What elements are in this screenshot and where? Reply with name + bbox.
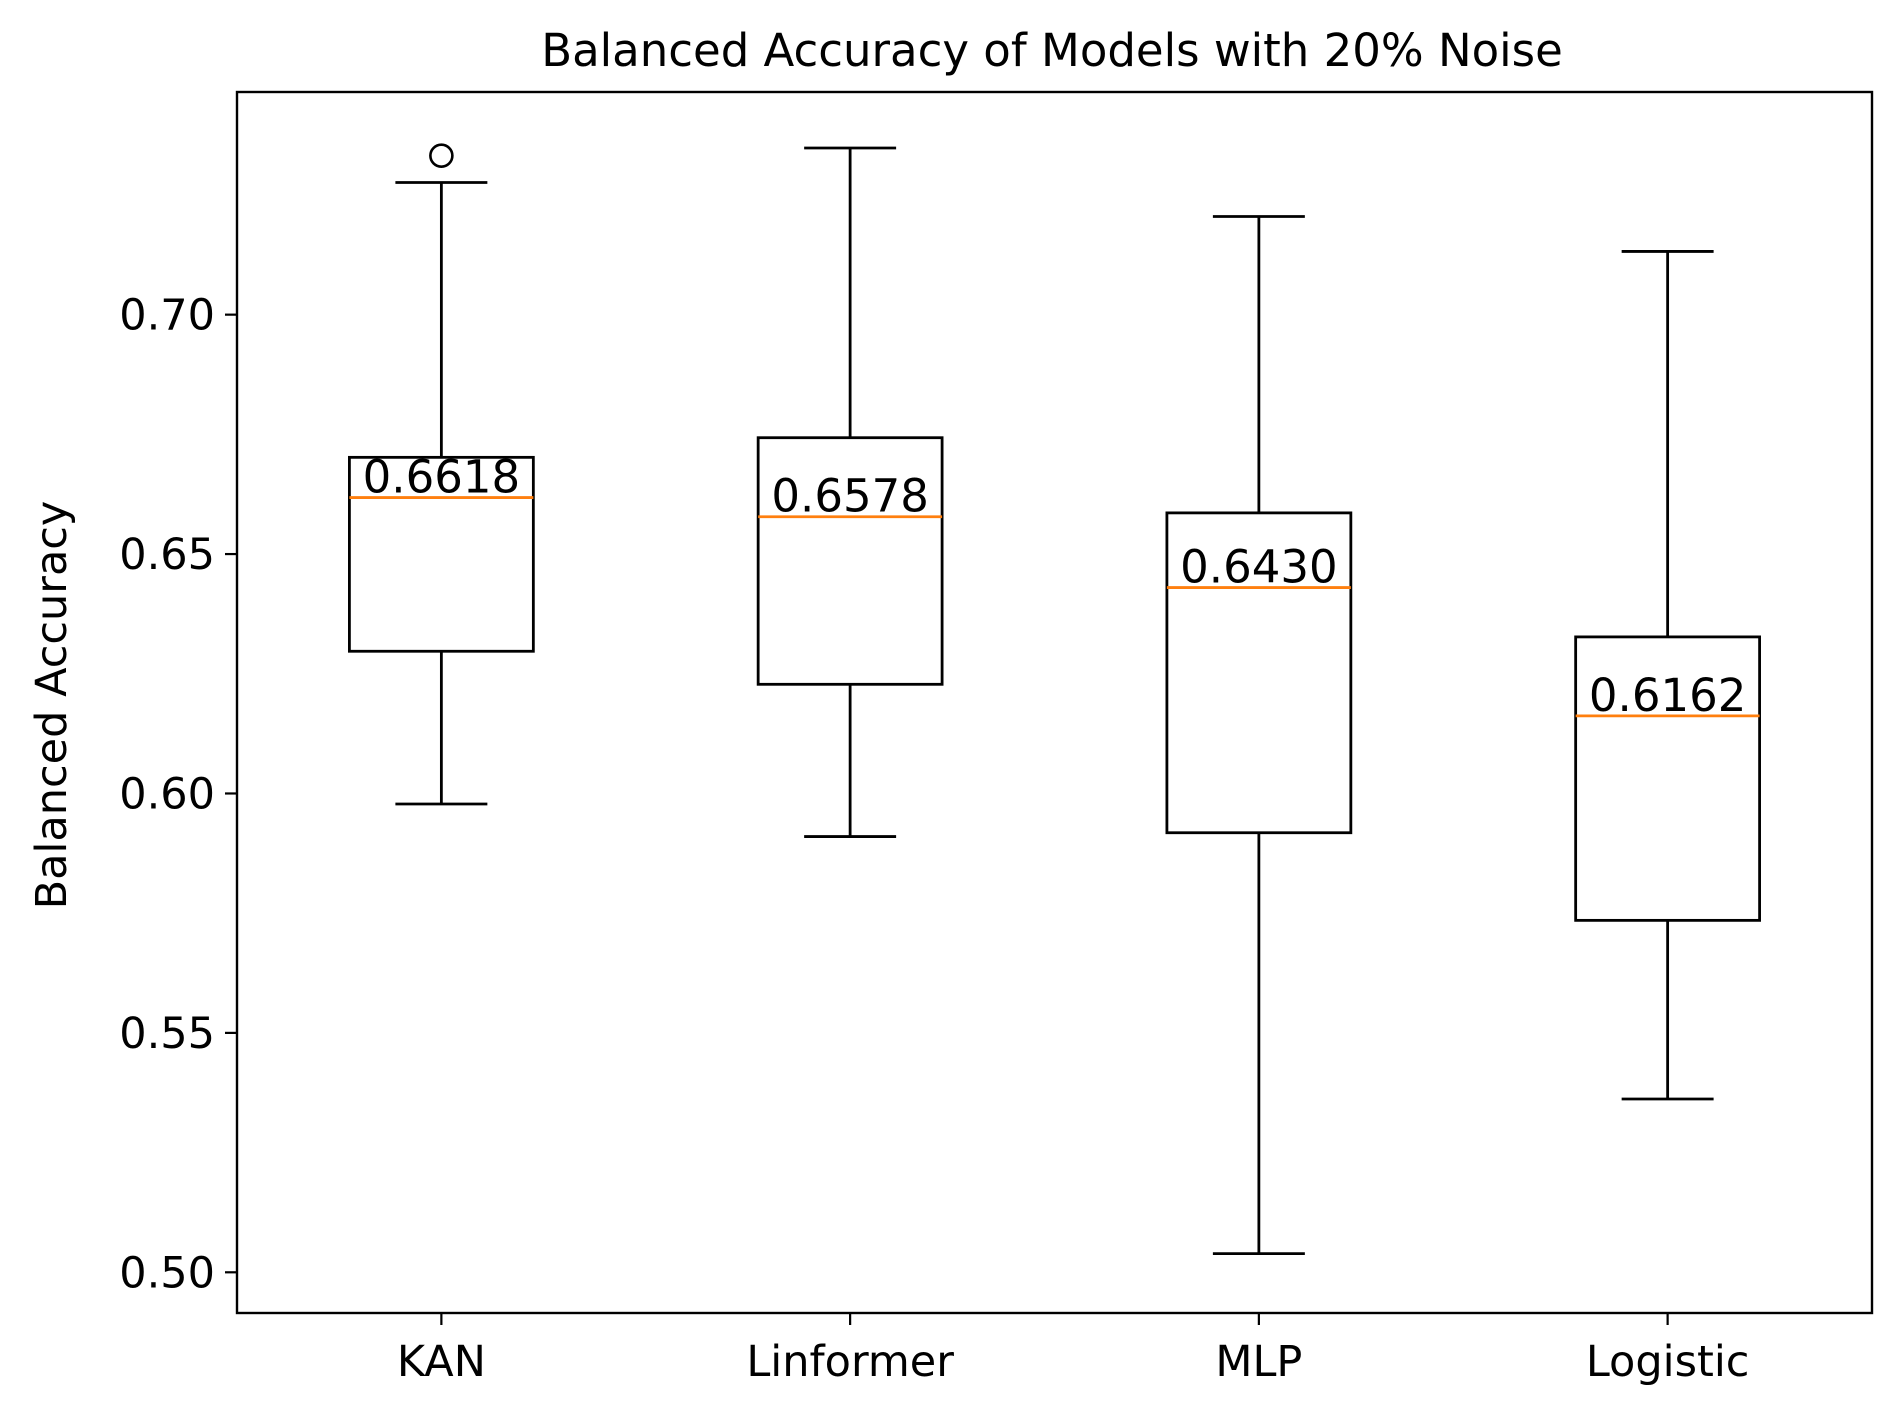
plot-frame	[235, 90, 1874, 1315]
iqr-box	[756, 436, 944, 686]
x-tick-label: Linformer	[746, 1337, 954, 1387]
chart-title: Balanced Accuracy of Models with 20% Noi…	[541, 24, 1563, 77]
box-linformer: 0.6578	[756, 146, 944, 838]
x-tick-label: KAN	[397, 1337, 486, 1387]
outlier-point	[429, 143, 454, 168]
y-tick-label: 0.60	[119, 769, 215, 819]
y-axis-label: Balanced Accuracy	[27, 501, 77, 910]
median-value-label: 0.6578	[771, 470, 928, 523]
x-tick-label: Logistic	[1586, 1337, 1750, 1387]
plot-area: 0.50 0.55 0.60 0.65 0.70 KAN Linformer MLP Logis…	[119, 90, 1874, 1387]
box-logistic: 0.6162	[1574, 250, 1761, 1101]
y-tick-label: 0.65	[119, 530, 215, 580]
median-value-label: 0.6162	[1589, 669, 1746, 722]
y-tick-label: 0.50	[119, 1248, 215, 1298]
median-value-label: 0.6430	[1180, 541, 1337, 594]
iqr-box	[348, 455, 535, 653]
box-mlp: 0.6430	[1165, 215, 1353, 1256]
y-tick-label: 0.70	[119, 291, 215, 341]
y-tick-label: 0.55	[119, 1009, 215, 1059]
iqr-box	[1574, 635, 1761, 922]
iqr-box	[1165, 511, 1353, 835]
box-kan: 0.6618	[348, 143, 535, 806]
x-tick-label: MLP	[1215, 1337, 1302, 1387]
median-value-label: 0.6618	[363, 451, 520, 504]
